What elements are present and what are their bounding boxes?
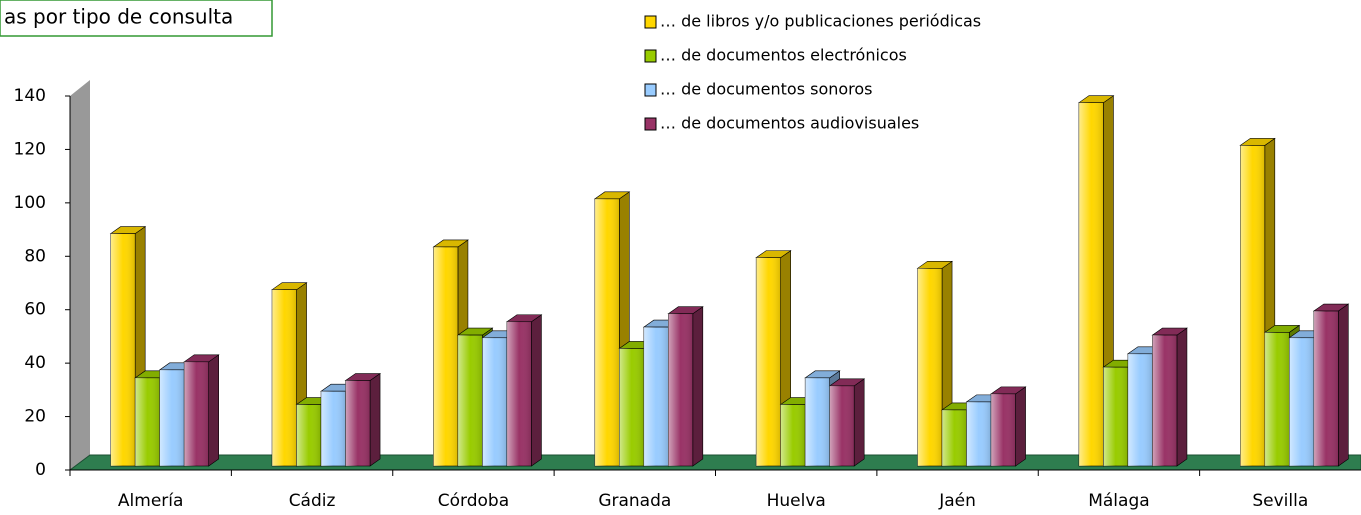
bar-shade [966,401,992,466]
legend-label: … de documentos electrónicos [660,46,907,65]
bar-shade [829,385,855,466]
bar-shade [917,268,943,466]
bar-shade [643,327,669,466]
bar-shade [1127,353,1153,466]
bar-side [369,372,381,467]
x-tick-label: Granada [598,491,671,511]
bar-shade [135,377,160,466]
legend-swatch [644,15,657,29]
y-tick-label: 80 [24,246,46,266]
x-tick-label: Málaga [1088,491,1149,511]
bar-shade [110,233,136,466]
bar-side [853,378,865,467]
bar-shade [805,377,830,466]
bar-shade [1078,102,1104,466]
bar-shade [991,393,1016,466]
bar-side [1015,386,1026,467]
bar-shade [1103,367,1128,466]
bar-side [208,354,219,467]
bar-shade [184,361,209,466]
title-box [0,0,273,37]
bar-shade [159,369,185,466]
legend-swatch [644,83,657,97]
bar-shade [457,335,483,466]
bar-shade [780,404,806,466]
y-tick-label: 140 [14,86,46,106]
x-tick-label: Huelva [767,491,826,511]
y-tick-label: 0 [35,460,46,480]
bar-side [531,314,542,467]
bar-shade [433,246,458,466]
bar-shade [942,409,967,466]
legend-swatch [644,49,657,63]
x-tick-label: Córdoba [438,491,509,511]
legend-label: … de documentos audiovisuales [660,114,919,133]
y-tick-label: 120 [14,139,46,159]
y-tick-label: 20 [24,407,46,427]
bar-shade [594,198,620,466]
bar-shade [1152,335,1177,466]
y-tick-label: 60 [24,300,46,320]
bar-side [1176,327,1188,467]
bar-shade [482,337,507,466]
bar-shade [1264,332,1290,466]
y-tick-label: 40 [24,353,46,373]
bar-shade [1240,145,1265,466]
legend-swatch [644,117,657,131]
bar-side [1338,303,1349,467]
legend-label: … de libros y/o publicaciones periódicas [660,12,981,31]
back-wall [70,80,90,470]
bar-shade [296,404,322,466]
bar-shade [1289,337,1314,466]
legend-label: … de documentos sonoros [660,80,873,99]
chart-title: as por tipo de consulta [4,5,233,29]
bar-shade [345,380,371,466]
y-tick-label: 100 [14,193,46,213]
bar-shade [272,289,297,466]
bar-shade [506,321,532,466]
bar-side [692,306,704,467]
x-tick-label: Jaén [938,491,976,511]
bar-shade [619,348,644,466]
x-tick-label: Sevilla [1252,491,1308,511]
bar-shade [321,391,346,466]
bar-shade [668,313,693,466]
bar-shade [756,257,781,466]
bar-shade [1313,311,1339,466]
x-tick-label: Cádiz [289,491,336,511]
x-tick-label: Almería [118,491,184,511]
